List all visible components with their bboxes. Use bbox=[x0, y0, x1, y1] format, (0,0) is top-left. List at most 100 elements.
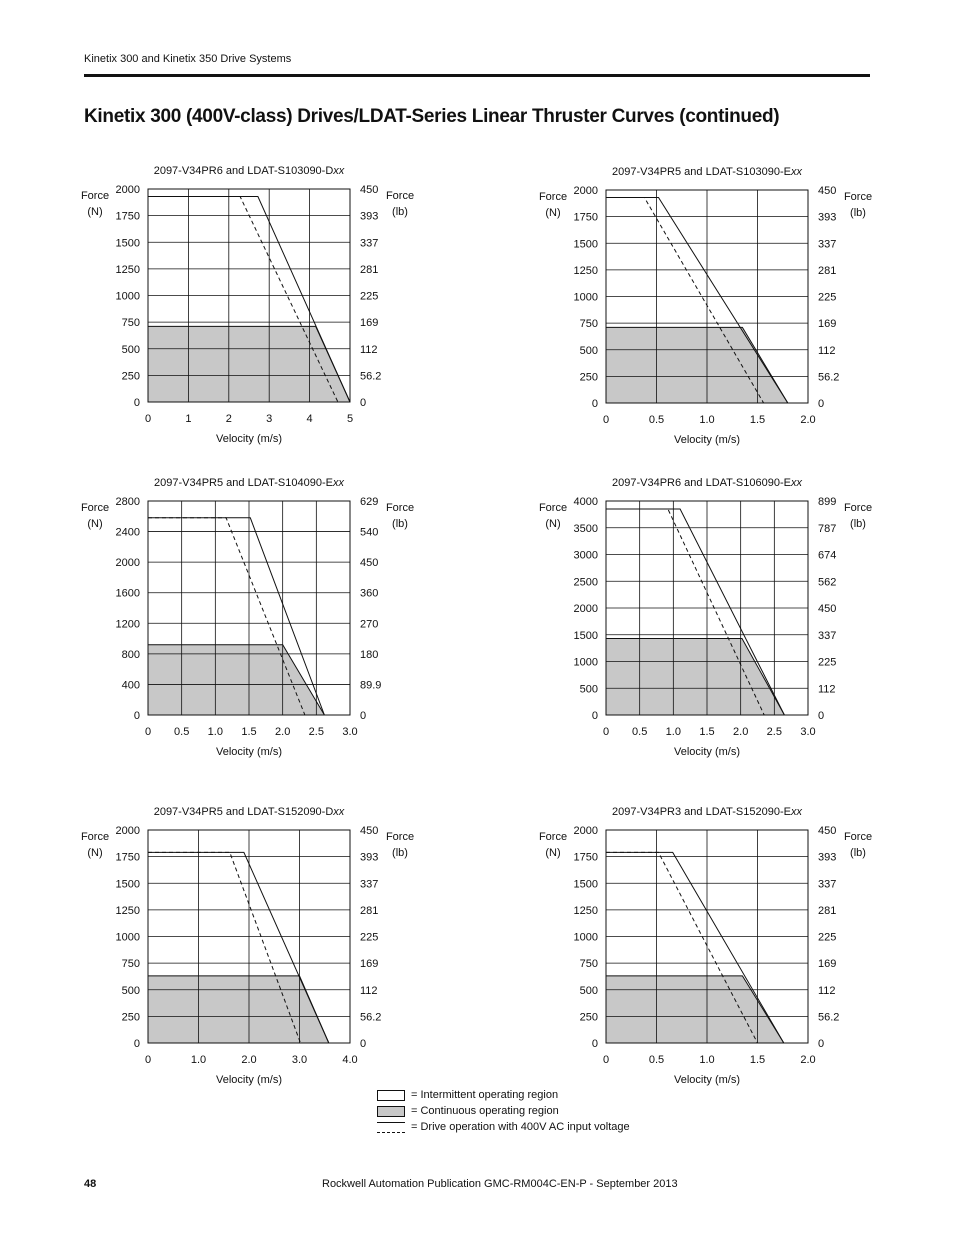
y-tick-label: 1250 bbox=[116, 264, 140, 276]
chart-title-suffix: xx bbox=[790, 477, 803, 489]
x-tick-label: 2.0 bbox=[241, 1054, 256, 1066]
y-tick-label: 250 bbox=[580, 371, 598, 383]
x-tick-label: 3.0 bbox=[292, 1054, 307, 1066]
chart-title-suffix: xx bbox=[790, 806, 803, 818]
y-tick-label: 250 bbox=[122, 1011, 140, 1023]
y-tick-label: 1200 bbox=[116, 618, 140, 630]
y-tick-label: 500 bbox=[580, 683, 598, 695]
plot-frame bbox=[605, 189, 809, 404]
x-tick-label: 1.5 bbox=[241, 726, 256, 738]
legend-item-intermittent: = Intermittent operating region bbox=[377, 1087, 630, 1103]
y2-tick-label: 0 bbox=[818, 398, 824, 410]
x-tick-label: 2.0 bbox=[275, 726, 290, 738]
y2-tick-label: 393 bbox=[818, 852, 836, 864]
continuous-line bbox=[606, 638, 785, 716]
y-tick-label: 2500 bbox=[574, 576, 598, 588]
legend: = Intermittent operating region = Contin… bbox=[377, 1087, 630, 1135]
y2-tick-label: 0 bbox=[818, 710, 824, 722]
x-tick-label: 2.0 bbox=[733, 726, 748, 738]
x-tick-label: 4.0 bbox=[342, 1054, 357, 1066]
continuous-region bbox=[606, 975, 784, 1043]
y-tick-label: 1500 bbox=[116, 878, 140, 890]
y-tick-label: 0 bbox=[592, 710, 598, 722]
chart-title-suffix: xx bbox=[332, 806, 345, 818]
y-axis-unit: (N) bbox=[545, 518, 560, 530]
x-axis-label: Velocity (m/s) bbox=[216, 746, 282, 758]
y2-tick-label: 180 bbox=[360, 649, 378, 661]
plot-frame bbox=[147, 829, 351, 1044]
y-axis-label: Force bbox=[81, 831, 109, 843]
x-axis-label: Velocity (m/s) bbox=[216, 433, 282, 445]
y2-tick-label: 225 bbox=[360, 291, 378, 303]
y-tick-label: 0 bbox=[134, 710, 140, 722]
plot-frame bbox=[147, 500, 351, 716]
chart-title: 2097-V34PR5 and LDAT-S103090-Exx bbox=[612, 166, 802, 178]
x-tick-label: 0 bbox=[145, 1054, 151, 1066]
y-tick-label: 500 bbox=[580, 985, 598, 997]
continuous-region bbox=[606, 638, 785, 715]
x-tick-label: 1.0 bbox=[191, 1054, 206, 1066]
chart-title-suffix: xx bbox=[332, 477, 345, 489]
dashed-400v-line bbox=[606, 508, 765, 716]
chart-title-main: 2097-V34PR5 and LDAT-S152090-D bbox=[154, 806, 334, 818]
x-tick-label: 1.0 bbox=[666, 726, 681, 738]
dashed-400v-line bbox=[606, 197, 765, 404]
x-tick-label: 2.0 bbox=[800, 414, 815, 426]
y-tick-label: 750 bbox=[122, 317, 140, 329]
x-tick-label: 2 bbox=[226, 413, 232, 425]
y-tick-label: 4000 bbox=[574, 496, 598, 508]
chart-1: 025050075010001250150017502000056.211216… bbox=[81, 165, 414, 445]
y-tick-label: 1250 bbox=[574, 265, 598, 277]
y2-tick-label: 393 bbox=[360, 211, 378, 223]
y2-tick-label: 450 bbox=[360, 557, 378, 569]
x-axis-label: Velocity (m/s) bbox=[674, 1074, 740, 1086]
y2-tick-label: 281 bbox=[360, 905, 378, 917]
chart-title-main: 2097-V34PR5 and LDAT-S104090-E bbox=[154, 477, 333, 489]
x-tick-label: 0 bbox=[603, 726, 609, 738]
y2-tick-label: 281 bbox=[818, 265, 836, 277]
y2-tick-label: 112 bbox=[818, 683, 836, 695]
legend-swatch-dashed bbox=[377, 1121, 405, 1133]
x-tick-label: 0.5 bbox=[649, 1054, 664, 1066]
y-tick-label: 1750 bbox=[574, 852, 598, 864]
legend-label-dashed: = Drive operation with 400V AC input vol… bbox=[411, 1121, 630, 1133]
y2-tick-label: 393 bbox=[360, 852, 378, 864]
y-tick-label: 1750 bbox=[116, 852, 140, 864]
y-tick-label: 750 bbox=[580, 318, 598, 330]
y2-tick-label: 899 bbox=[818, 496, 836, 508]
x-tick-label: 0.5 bbox=[174, 726, 189, 738]
y-tick-label: 3500 bbox=[574, 523, 598, 535]
y-tick-label: 2000 bbox=[574, 825, 598, 837]
y2-tick-label: 281 bbox=[818, 905, 836, 917]
x-tick-label: 1 bbox=[185, 413, 191, 425]
x-tick-label: 5 bbox=[347, 413, 353, 425]
y2-tick-label: 56.2 bbox=[360, 1011, 381, 1023]
y-axis-label: Force bbox=[539, 502, 567, 514]
chart-title-main: 2097-V34PR3 and LDAT-S152090-E bbox=[612, 806, 791, 818]
y-tick-label: 1600 bbox=[116, 588, 140, 600]
y-axis-unit: (N) bbox=[545, 847, 560, 859]
y-tick-label: 1500 bbox=[574, 630, 598, 642]
y2-axis-unit: (lb) bbox=[392, 206, 408, 218]
x-tick-label: 1.5 bbox=[750, 414, 765, 426]
chart-title-main: 2097-V34PR6 and LDAT-S103090-D bbox=[154, 165, 334, 177]
y-tick-label: 1750 bbox=[574, 212, 598, 224]
x-tick-label: 1.5 bbox=[699, 726, 714, 738]
y-tick-label: 250 bbox=[580, 1011, 598, 1023]
y2-axis-label: Force bbox=[386, 831, 414, 843]
y-tick-label: 500 bbox=[580, 345, 598, 357]
y-tick-label: 2000 bbox=[116, 184, 140, 196]
y2-tick-label: 337 bbox=[360, 237, 378, 249]
y-tick-label: 1000 bbox=[116, 291, 140, 303]
x-tick-label: 2.5 bbox=[309, 726, 324, 738]
x-tick-label: 4 bbox=[307, 413, 313, 425]
y-axis-label: Force bbox=[81, 502, 109, 514]
y-tick-label: 1000 bbox=[116, 932, 140, 944]
continuous-region bbox=[606, 327, 788, 403]
x-tick-label: 2.0 bbox=[800, 1054, 815, 1066]
y2-tick-label: 393 bbox=[818, 212, 836, 224]
y2-tick-label: 0 bbox=[360, 710, 366, 722]
y-tick-label: 2000 bbox=[574, 603, 598, 615]
x-tick-label: 3 bbox=[266, 413, 272, 425]
